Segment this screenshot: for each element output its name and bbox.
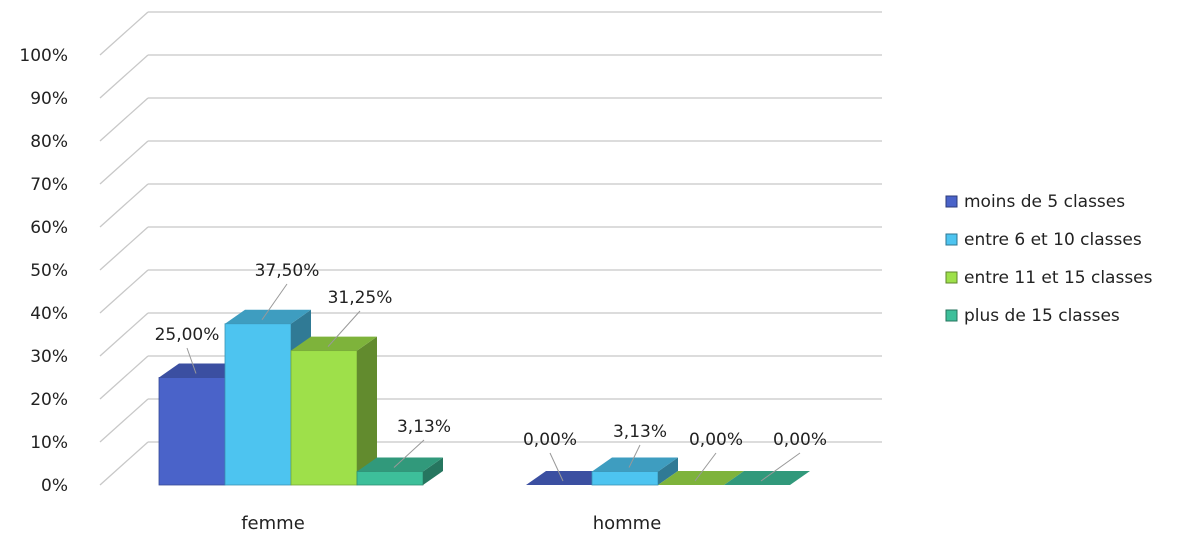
legend-swatch bbox=[945, 271, 958, 284]
gridline-diagonal bbox=[99, 312, 149, 357]
data-label: 31,25% bbox=[328, 288, 393, 308]
legend-swatch bbox=[945, 195, 958, 208]
bar-top-3-homme bbox=[724, 471, 810, 485]
gridline-diagonal bbox=[99, 226, 149, 271]
gridline-diagonal bbox=[99, 269, 149, 314]
x-category-label: homme bbox=[593, 513, 662, 534]
legend-swatch bbox=[945, 309, 958, 322]
y-tick-label: 0% bbox=[41, 476, 68, 496]
legend-label: moins de 5 classes bbox=[964, 192, 1125, 212]
y-tick-label: 100% bbox=[19, 46, 68, 66]
x-category-label: femme bbox=[241, 513, 305, 534]
y-tick-label: 90% bbox=[30, 89, 68, 109]
gridline-diagonal bbox=[99, 140, 149, 185]
data-label: 0,00% bbox=[689, 430, 743, 450]
gridline-diagonal bbox=[99, 441, 149, 486]
leader-line bbox=[393, 439, 425, 468]
bar-1-femme bbox=[224, 323, 292, 486]
leader-line bbox=[694, 452, 717, 482]
bar-top-0-homme bbox=[526, 471, 612, 485]
y-tick-label: 10% bbox=[30, 433, 68, 453]
legend-label: entre 6 et 10 classes bbox=[964, 230, 1142, 250]
data-label: 25,00% bbox=[155, 325, 220, 345]
leader-line bbox=[261, 283, 288, 321]
data-label: 3,13% bbox=[613, 422, 667, 442]
bar-3-femme bbox=[356, 471, 424, 486]
y-tick-label: 40% bbox=[30, 304, 68, 324]
bar-1-homme bbox=[591, 471, 659, 486]
y-tick-label: 30% bbox=[30, 347, 68, 367]
y-tick-label: 80% bbox=[30, 132, 68, 152]
bar-side-3-femme bbox=[423, 457, 443, 485]
bar-top-0-femme bbox=[159, 363, 245, 378]
leader-line bbox=[327, 310, 361, 347]
y-tick-label: 20% bbox=[30, 390, 68, 410]
legend-label: plus de 15 classes bbox=[964, 306, 1120, 326]
legend-label: entre 11 et 15 classes bbox=[964, 268, 1153, 288]
gridline-diagonal bbox=[99, 398, 149, 443]
bar-top-1-homme bbox=[592, 457, 678, 472]
leader-line bbox=[628, 444, 641, 468]
data-label: 0,00% bbox=[773, 430, 827, 450]
data-label: 0,00% bbox=[523, 430, 577, 450]
gridline-diagonal bbox=[99, 355, 149, 400]
data-label: 3,13% bbox=[397, 417, 451, 437]
data-label: 37,50% bbox=[255, 261, 320, 281]
y-tick-label: 70% bbox=[30, 175, 68, 195]
bar-2-femme bbox=[290, 350, 358, 486]
legend-swatch bbox=[945, 233, 958, 246]
y-tick-label: 50% bbox=[30, 261, 68, 281]
bar-top-1-femme bbox=[225, 309, 311, 324]
bar-side-1-homme bbox=[658, 457, 678, 485]
bar-side-2-femme bbox=[357, 336, 377, 485]
bar-top-2-homme bbox=[658, 471, 744, 485]
gridline-diagonal bbox=[99, 54, 149, 99]
leader-line bbox=[186, 347, 197, 374]
leader-line bbox=[549, 452, 564, 482]
gridline-diagonal bbox=[99, 97, 149, 142]
gridline-diagonal bbox=[99, 11, 149, 56]
leader-line bbox=[760, 452, 801, 482]
y-tick-label: 60% bbox=[30, 218, 68, 238]
bar-top-2-femme bbox=[291, 336, 377, 351]
bar-0-femme bbox=[158, 377, 226, 486]
bar-top-3-femme bbox=[357, 457, 443, 472]
gridline-diagonal bbox=[99, 183, 149, 228]
